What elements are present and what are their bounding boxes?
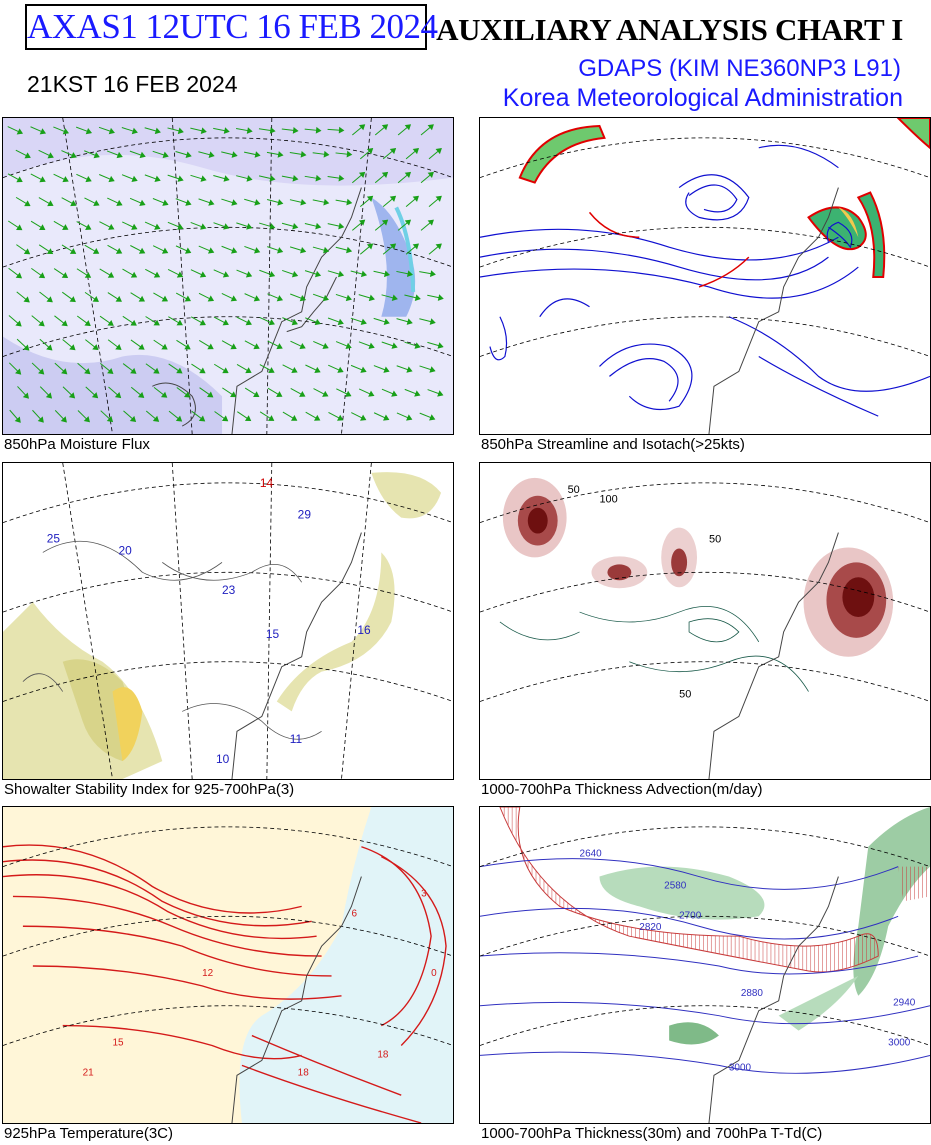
thickness-label: 3000 [888,1037,911,1048]
thickness-label: 3000 [729,1062,752,1073]
thickness-label: 2880 [741,988,764,999]
advection-label: 100 [599,494,617,506]
thickness-label: 2940 [893,998,916,1009]
streamline-caption: 850hPa Streamline and Isotach(>25kts) [481,436,745,453]
temperature-label: 21 [83,1067,95,1078]
temperature-label: 15 [113,1037,125,1048]
showalter-caption: Showalter Stability Index for 925-700hPa… [4,781,295,798]
temperature-map: 18 18 21 15 12 6 3 0 [2,806,454,1124]
temperature-label: 6 [351,908,357,919]
temperature-label: 18 [298,1067,310,1078]
agency-name: Korea Meteorological Administration [502,84,903,112]
moisture-flux-caption: 850hPa Moisture Flux [4,436,150,453]
ssi-label: 25 [47,532,61,546]
showalter-map: 14 29 25 20 23 15 16 10 11 [2,462,454,780]
ssi-label: 15 [266,627,280,641]
ssi-label: 29 [298,508,312,522]
ssi-label: 14 [260,476,274,490]
model-name: GDAPS (KIM NE360NP3 L91) [578,55,901,82]
thickness-caption: 1000-700hPa Thickness(30m) and 700hPa T-… [481,1125,823,1142]
temperature-label: 3 [421,888,427,899]
thickness-label: 2640 [580,849,603,860]
temperature-label: 18 [377,1049,389,1060]
ssi-label: 20 [118,543,132,557]
ssi-label: 11 [290,732,303,746]
thickness-advection-map: 100 50 50 50 [479,462,931,780]
moisture-flux-map [2,117,454,435]
ssi-label: 23 [222,583,236,597]
advection-label: 50 [679,689,691,701]
streamline-map [479,117,931,435]
temperature-caption: 925hPa Temperature(3C) [4,1125,173,1142]
ssi-label: 16 [357,623,371,637]
advection-label: 50 [709,534,721,546]
temperature-label: 12 [202,968,214,979]
advection-label: 50 [568,484,580,496]
thickness-label: 2700 [679,910,702,921]
product-code: AXAS1 12UTC 16 FEB 2024 [25,4,438,50]
chart-title: AUXILIARY ANALYSIS CHART I [436,12,903,47]
thickness-label: 2820 [639,922,662,933]
ssi-label: 10 [216,752,230,766]
thickness-label: 2580 [664,880,687,891]
thickness-map: 2640 2580 2700 2820 2880 2940 3000 3000 [479,806,931,1124]
temperature-label: 0 [431,968,437,979]
valid-time-kst: 21KST 16 FEB 2024 [27,71,238,97]
thickness-advection-caption: 1000-700hPa Thickness Advection(m/day) [481,781,763,798]
